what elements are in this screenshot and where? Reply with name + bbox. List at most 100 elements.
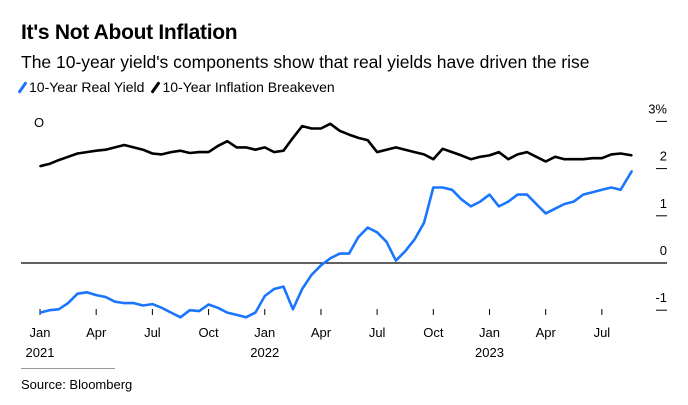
data-point-breakeven (619, 152, 622, 155)
data-point-breakeven (582, 158, 585, 161)
source-note: Source: Bloomberg (21, 377, 133, 392)
data-point-real-yield (179, 316, 182, 319)
data-point-real-yield (57, 308, 60, 311)
data-point-breakeven (151, 152, 154, 155)
data-point-breakeven (526, 151, 528, 153)
data-point-breakeven (160, 153, 163, 156)
data-point-breakeven (85, 151, 88, 153)
data-point-breakeven (451, 151, 453, 153)
x-tick-label: Oct (423, 325, 444, 340)
data-point-real-yield (320, 264, 322, 267)
data-point-real-yield (619, 188, 622, 191)
data-point-breakeven (254, 148, 257, 151)
data-point-real-yield (366, 226, 369, 229)
data-point-real-yield (526, 193, 528, 196)
data-point-real-yield (610, 186, 613, 189)
data-point-breakeven (488, 154, 491, 157)
data-point-breakeven (516, 153, 519, 156)
x-tick-label: Jul (594, 325, 611, 340)
data-point-breakeven (207, 151, 210, 153)
data-point-real-yield (188, 309, 191, 312)
data-point-real-yield (385, 240, 388, 243)
data-point-real-yield (591, 191, 594, 194)
data-point-real-yield (329, 257, 332, 260)
y-tick-label: 3% (648, 101, 667, 116)
legend-label-real-yield: 10-Year Real Yield (29, 79, 145, 95)
data-point-real-yield (151, 303, 154, 305)
data-point-real-yield (67, 302, 69, 305)
data-point-breakeven (404, 148, 407, 151)
data-point-breakeven (245, 146, 247, 149)
data-point-breakeven (460, 154, 463, 157)
data-point-real-yield (235, 314, 238, 316)
data-point-breakeven (507, 158, 510, 161)
data-point-breakeven (630, 154, 633, 157)
data-point-real-yield (301, 288, 304, 290)
data-point-breakeven (273, 151, 276, 153)
data-point-real-yield (207, 303, 210, 306)
x-tick-label: Oct (198, 325, 219, 340)
legend-label-breakeven: 10-Year Inflation Breakeven (162, 79, 335, 95)
data-point-real-yield (226, 311, 229, 314)
data-point-breakeven (432, 158, 435, 161)
x-tick-year-label: 2023 (475, 345, 504, 360)
data-point-breakeven (441, 147, 444, 150)
data-point-real-yield (554, 207, 556, 210)
legend: 10-Year Real Yield 10-Year Inflation Bre… (17, 79, 335, 95)
data-point-real-yield (451, 188, 453, 191)
data-point-real-yield (104, 296, 107, 298)
chart-plot: O 3% 2 1 0 -1 Jan 2021 Apr Jul Oct Jan 2022 Apr Jul Oc… (21, 101, 667, 360)
data-point-breakeven (179, 149, 182, 152)
data-point-breakeven (188, 152, 191, 154)
chart-marker-label: O (34, 115, 44, 130)
data-point-real-yield (488, 193, 491, 196)
data-point-real-yield (132, 302, 135, 305)
x-tick-label: Jul (144, 325, 161, 340)
x-tick-year-label: 2021 (26, 345, 55, 360)
data-point-breakeven (263, 146, 266, 149)
data-point-real-yield (48, 309, 51, 312)
y-tick-label: -1 (655, 290, 667, 305)
data-point-real-yield (123, 302, 126, 305)
x-tick-label: Jan (254, 325, 275, 340)
data-point-breakeven (423, 153, 425, 156)
data-point-breakeven (479, 155, 482, 158)
data-point-real-yield (170, 311, 173, 314)
chart-subtitle: The 10-year yield's components show that… (21, 52, 590, 72)
data-point-breakeven (170, 151, 173, 153)
data-point-breakeven (310, 127, 313, 130)
data-point-real-yield (273, 288, 276, 290)
source-divider (21, 368, 115, 369)
data-point-real-yield (198, 310, 201, 313)
data-point-real-yield (469, 205, 472, 208)
data-point-breakeven (329, 122, 332, 125)
data-point-real-yield (160, 306, 163, 309)
data-point-breakeven (338, 129, 341, 132)
y-tick-label: 2 (660, 149, 667, 164)
data-point-breakeven (198, 151, 201, 153)
data-point-real-yield (39, 311, 41, 314)
data-point-real-yield (497, 205, 500, 208)
data-point-real-yield (142, 304, 144, 307)
data-point-real-yield (507, 200, 510, 203)
data-point-real-yield (85, 291, 88, 294)
data-point-breakeven (104, 148, 107, 151)
data-point-breakeven (535, 155, 538, 158)
data-point-breakeven (76, 152, 79, 155)
data-point-real-yield (404, 250, 407, 253)
data-point-breakeven (67, 155, 69, 158)
data-point-real-yield (245, 316, 247, 319)
x-tick-label: Jan (30, 325, 51, 340)
x-tick-label: Apr (536, 325, 557, 340)
data-point-breakeven (226, 140, 229, 143)
data-point-breakeven (142, 148, 144, 151)
data-point-breakeven (357, 137, 360, 139)
data-point-real-yield (338, 252, 341, 255)
data-point-real-yield (291, 308, 294, 311)
data-point-breakeven (348, 133, 350, 136)
data-point-real-yield (254, 311, 257, 314)
data-point-breakeven (39, 165, 41, 168)
data-point-breakeven (544, 160, 547, 163)
data-point-breakeven (591, 157, 594, 160)
series-line-real-yield (39, 170, 634, 319)
